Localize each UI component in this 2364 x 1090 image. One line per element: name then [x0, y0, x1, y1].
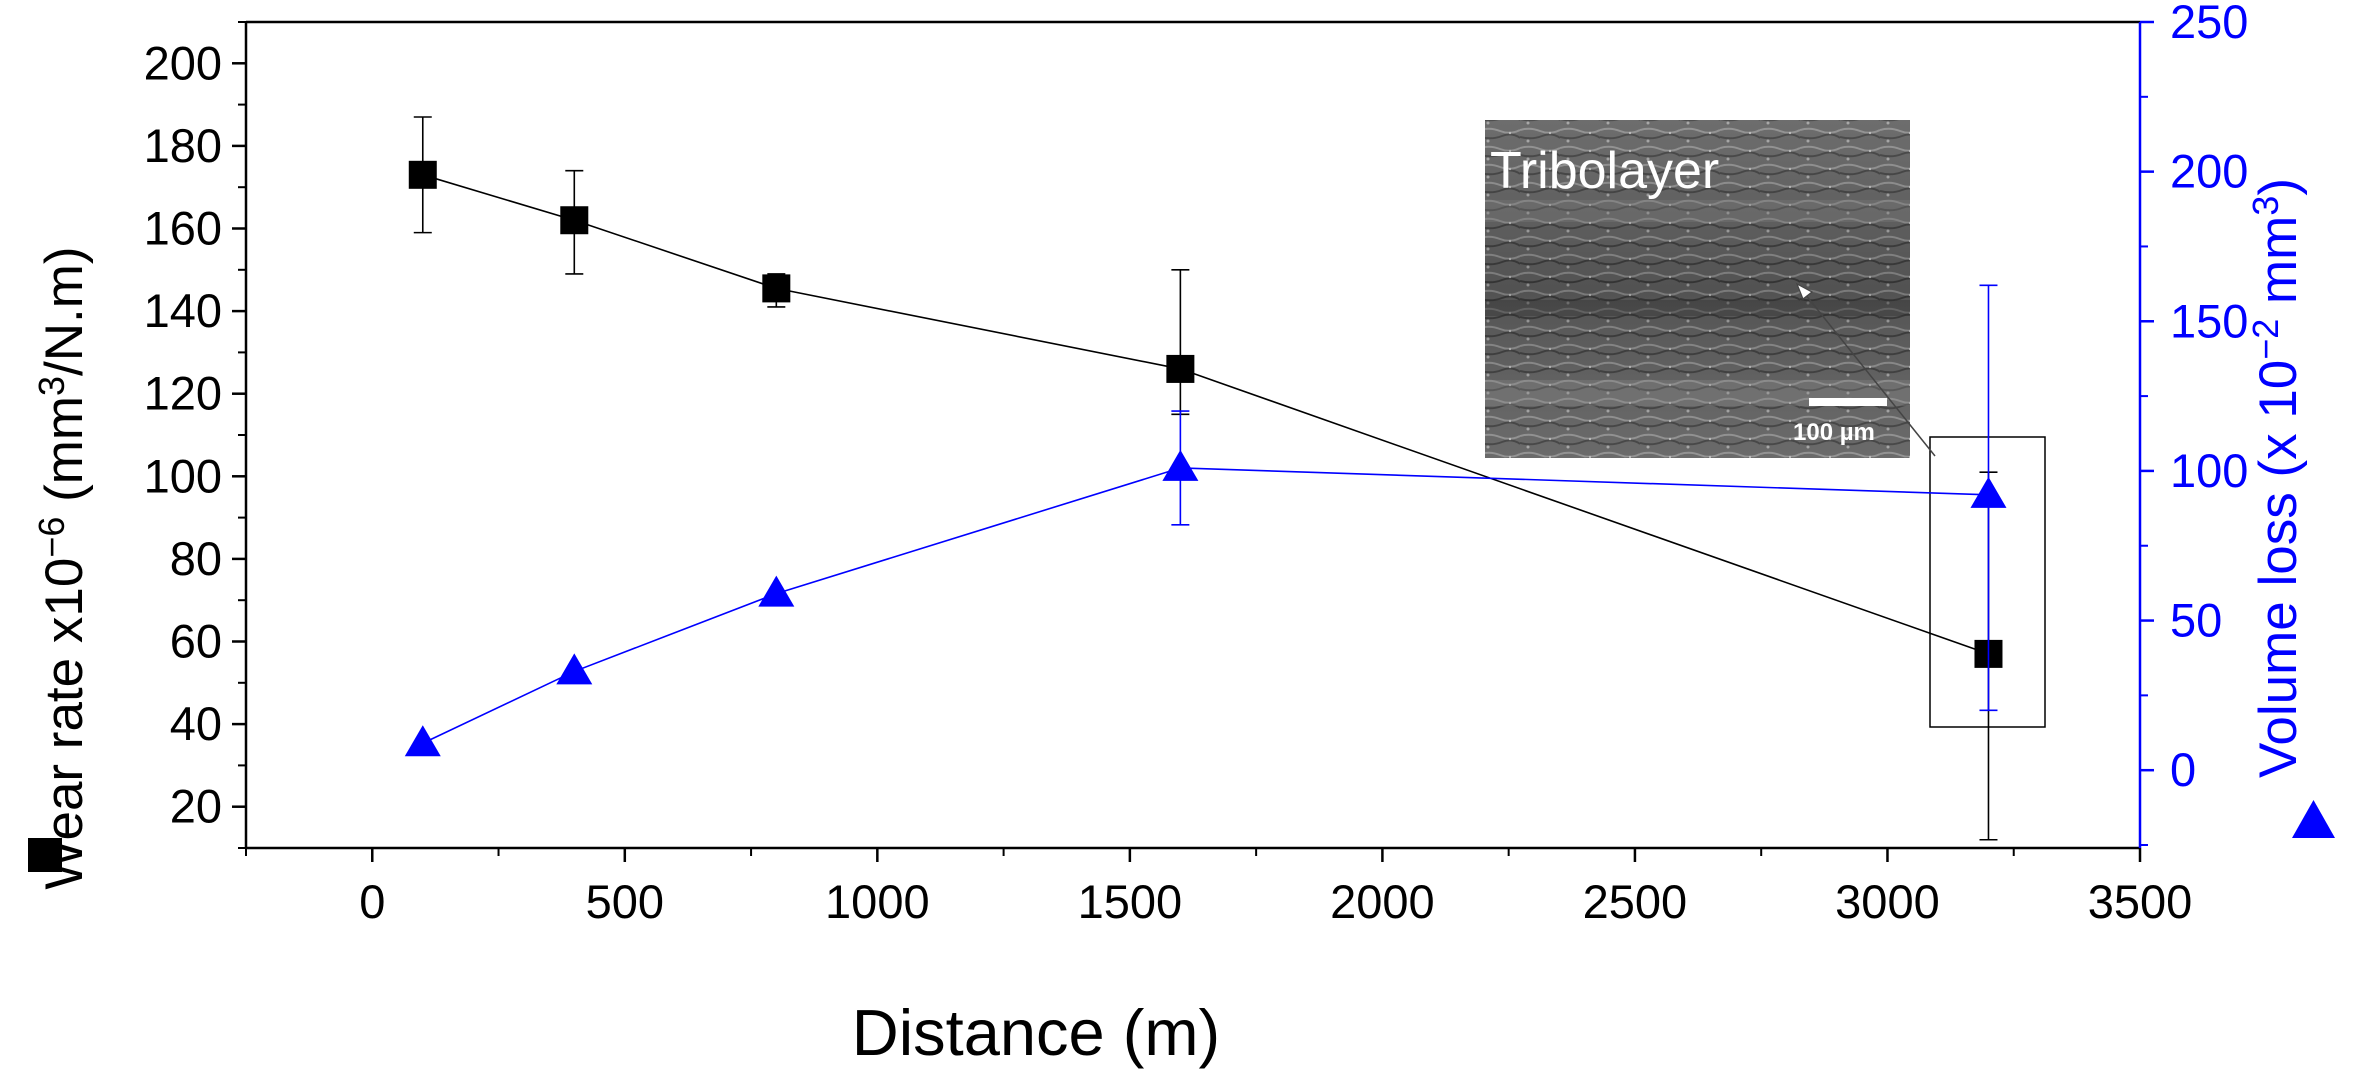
- sem-inset-image: Tribolayer 100 µm: [1485, 120, 1910, 458]
- inset-label: Tribolayer: [1490, 142, 1719, 200]
- x-axis-ticks: 0 500 1000 1500 2000 2500 3000 3500: [245, 848, 2193, 928]
- left-y-tick-label: 80: [170, 532, 222, 585]
- highlight-box: [1929, 436, 2046, 728]
- left-y-axis-ticks: 20 40 60 80 100 120 140 160 180 200: [144, 21, 246, 849]
- series-line: [422, 467, 1989, 744]
- x-tick-label: 2500: [1583, 875, 1688, 928]
- annotation-arrow: [1795, 282, 1936, 457]
- left-y-tick-label: 140: [144, 284, 222, 337]
- series-volume-loss: [404, 284, 2007, 757]
- series-layer: [404, 116, 2007, 841]
- data-point-square: [1166, 354, 1195, 383]
- x-tick-label: 1000: [825, 875, 930, 928]
- right-y-axis-ticks: 0 50 100 150 200 250: [2140, 0, 2248, 847]
- right-axis-legend-triangle: [2292, 800, 2335, 838]
- data-point-triangle: [1970, 476, 2007, 508]
- scale-bar: [1809, 398, 1887, 406]
- left-y-tick-label: 100: [144, 449, 222, 502]
- right-y-tick-label: 100: [2170, 444, 2248, 497]
- x-tick-label: 1500: [1078, 875, 1183, 928]
- left-y-tick-label: 160: [144, 202, 222, 255]
- right-y-tick-label: 150: [2170, 294, 2248, 347]
- left-y-tick-label: 180: [144, 119, 222, 172]
- scale-bar-label: 100 µm: [1793, 419, 1875, 446]
- data-point-triangle: [758, 575, 795, 607]
- left-y-tick-label: 60: [170, 615, 222, 668]
- left-y-tick-label: 200: [144, 36, 222, 89]
- right-y-axis-label: Volume loss (x 10−2 mm3): [2245, 178, 2308, 778]
- data-point-triangle: [1162, 449, 1199, 481]
- series-wear-rate: [408, 116, 2003, 841]
- data-point-square: [560, 206, 589, 235]
- right-y-tick-label: 0: [2170, 743, 2196, 796]
- left-y-axis-label: Wear rate x10−6 (mm3/N.m): [31, 246, 94, 889]
- right-y-tick-label: 200: [2170, 145, 2248, 198]
- data-point-square: [408, 160, 437, 189]
- data-point-triangle: [404, 725, 441, 757]
- right-y-tick-label: 250: [2170, 0, 2248, 48]
- data-point-triangle: [556, 653, 593, 685]
- left-axis-legend-square: [28, 838, 62, 872]
- left-y-tick-label: 40: [170, 697, 222, 750]
- left-y-tick-label: 120: [144, 367, 222, 420]
- data-point-square: [762, 274, 791, 303]
- right-y-tick-label: 50: [2170, 594, 2222, 647]
- x-tick-label: 3000: [1835, 875, 1940, 928]
- x-tick-label: 500: [586, 875, 664, 928]
- x-tick-label: 3500: [2088, 875, 2193, 928]
- x-tick-label: 2000: [1330, 875, 1435, 928]
- x-tick-label: 0: [359, 875, 385, 928]
- x-axis-label: Distance (m): [852, 996, 1220, 1069]
- left-y-tick-label: 20: [170, 780, 222, 833]
